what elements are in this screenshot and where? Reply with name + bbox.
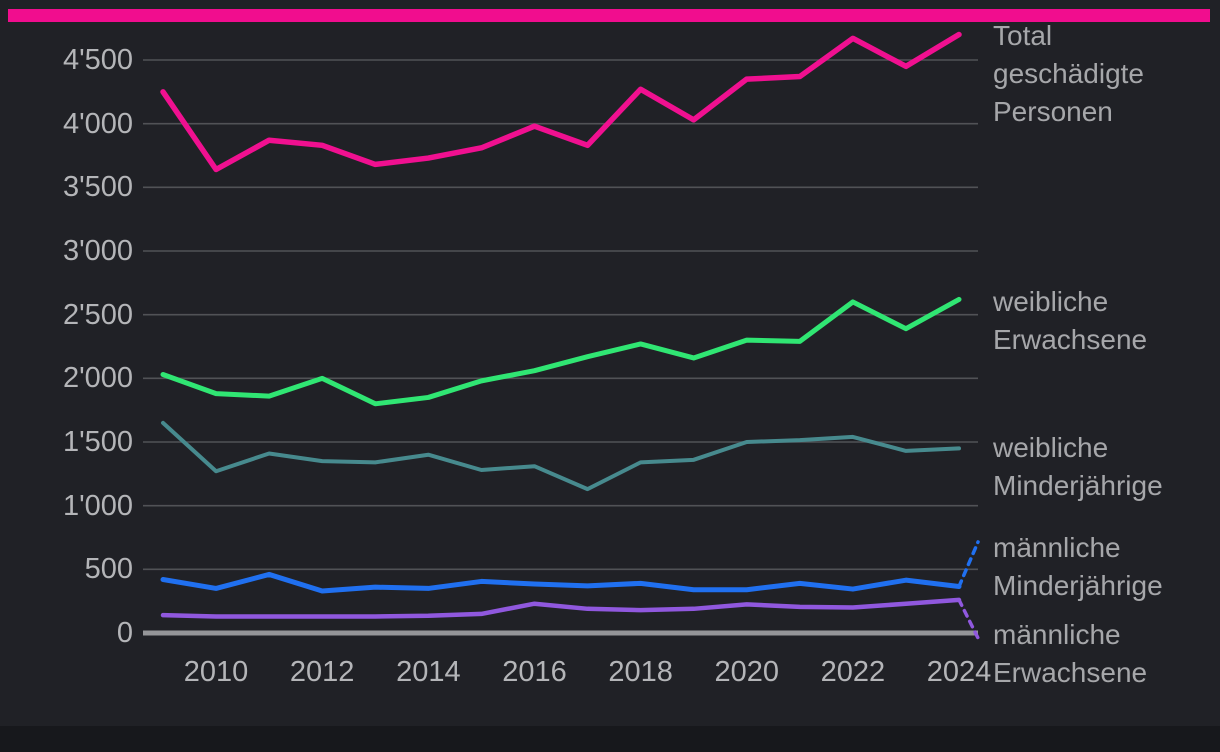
x-tick-label: 2018	[608, 656, 673, 688]
y-tick-label: 2'000	[62, 362, 133, 395]
series-label-line: Personen	[993, 96, 1113, 127]
top-accent-bar	[8, 9, 1210, 22]
x-tick-label: 2010	[183, 656, 249, 688]
series-label-2: weibliche Minderjährige	[993, 429, 1163, 505]
x-tick-label: 2016	[502, 656, 567, 688]
y-tick-label: 4'000	[62, 107, 133, 140]
bottom-bar	[0, 726, 1220, 752]
series-label-1: weibliche Erwachsene	[993, 283, 1147, 359]
series-line-0	[160, 31, 962, 173]
leader-line-4	[957, 598, 980, 640]
y-tick-label: 3'500	[62, 171, 133, 204]
leader-line-3	[957, 540, 980, 589]
series-label-line: weibliche	[993, 286, 1109, 317]
series-label-line: Total	[993, 20, 1053, 51]
y-tick-label: 4'500	[62, 44, 133, 76]
series-label-line: Erwachsene	[993, 324, 1148, 355]
x-tick-label: 2024	[926, 656, 992, 688]
x-tick-label: 2014	[396, 656, 461, 688]
series-label-3: männliche Minderjährige	[993, 529, 1163, 605]
series-label-line: männliche	[993, 619, 1121, 650]
y-tick-label: 1'000	[62, 489, 133, 522]
series-line-4	[160, 597, 962, 619]
series-label-line: männliche	[993, 532, 1121, 563]
series-label-line: Minderjährige	[993, 470, 1163, 501]
y-tick-label: 500	[84, 553, 133, 586]
y-tick-label: 3'000	[62, 235, 133, 267]
series-label-line: Erwachsene	[993, 657, 1148, 688]
series-label-4: männliche Erwachsene	[993, 616, 1147, 692]
x-tick-label: 2012	[289, 656, 355, 688]
series-label-line: weibliche	[993, 432, 1109, 463]
series-label-0: Total geschädigte Personen	[993, 17, 1144, 131]
y-tick-label: 1'500	[62, 426, 133, 458]
x-tick-label: 2022	[820, 656, 886, 688]
series-label-line: geschädigte	[993, 58, 1145, 89]
series-line-1	[160, 296, 962, 407]
x-tick-label: 2020	[714, 656, 779, 688]
y-tick-label: 0	[116, 617, 133, 649]
series-line-3	[160, 571, 962, 594]
series-line-2	[161, 420, 961, 492]
y-tick-label: 2'500	[62, 298, 133, 331]
series-label-line: Minderjährige	[993, 570, 1163, 601]
